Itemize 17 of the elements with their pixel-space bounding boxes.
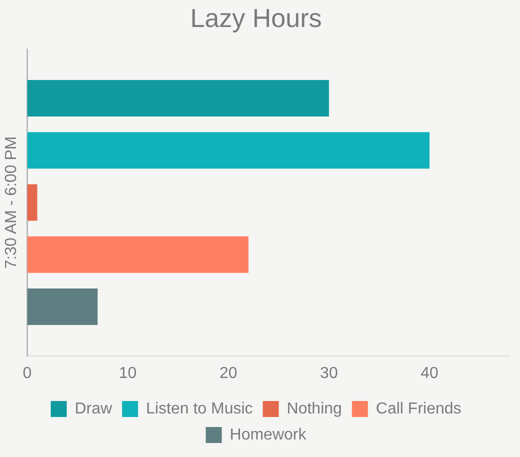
bar — [27, 132, 430, 169]
legend-label: Listen to Music — [146, 400, 253, 418]
bar — [27, 236, 248, 273]
x-tick-label: 0 — [22, 364, 32, 382]
legend-label: Homework — [230, 426, 308, 444]
bar — [27, 80, 329, 116]
bar — [27, 288, 98, 325]
x-tick-label: 30 — [320, 364, 338, 382]
chart-title: Lazy Hours — [190, 2, 322, 33]
x-tick-label: 20 — [219, 364, 238, 382]
legend-label: Call Friends — [376, 400, 462, 418]
legend-label: Nothing — [286, 400, 342, 418]
x-tick-label: 40 — [420, 364, 439, 382]
legend-label: Draw — [74, 400, 113, 418]
y-axis-title: 7:30 AM - 6:00 PM — [3, 136, 20, 269]
x-tick-label: 10 — [118, 364, 137, 382]
bar — [27, 184, 38, 221]
